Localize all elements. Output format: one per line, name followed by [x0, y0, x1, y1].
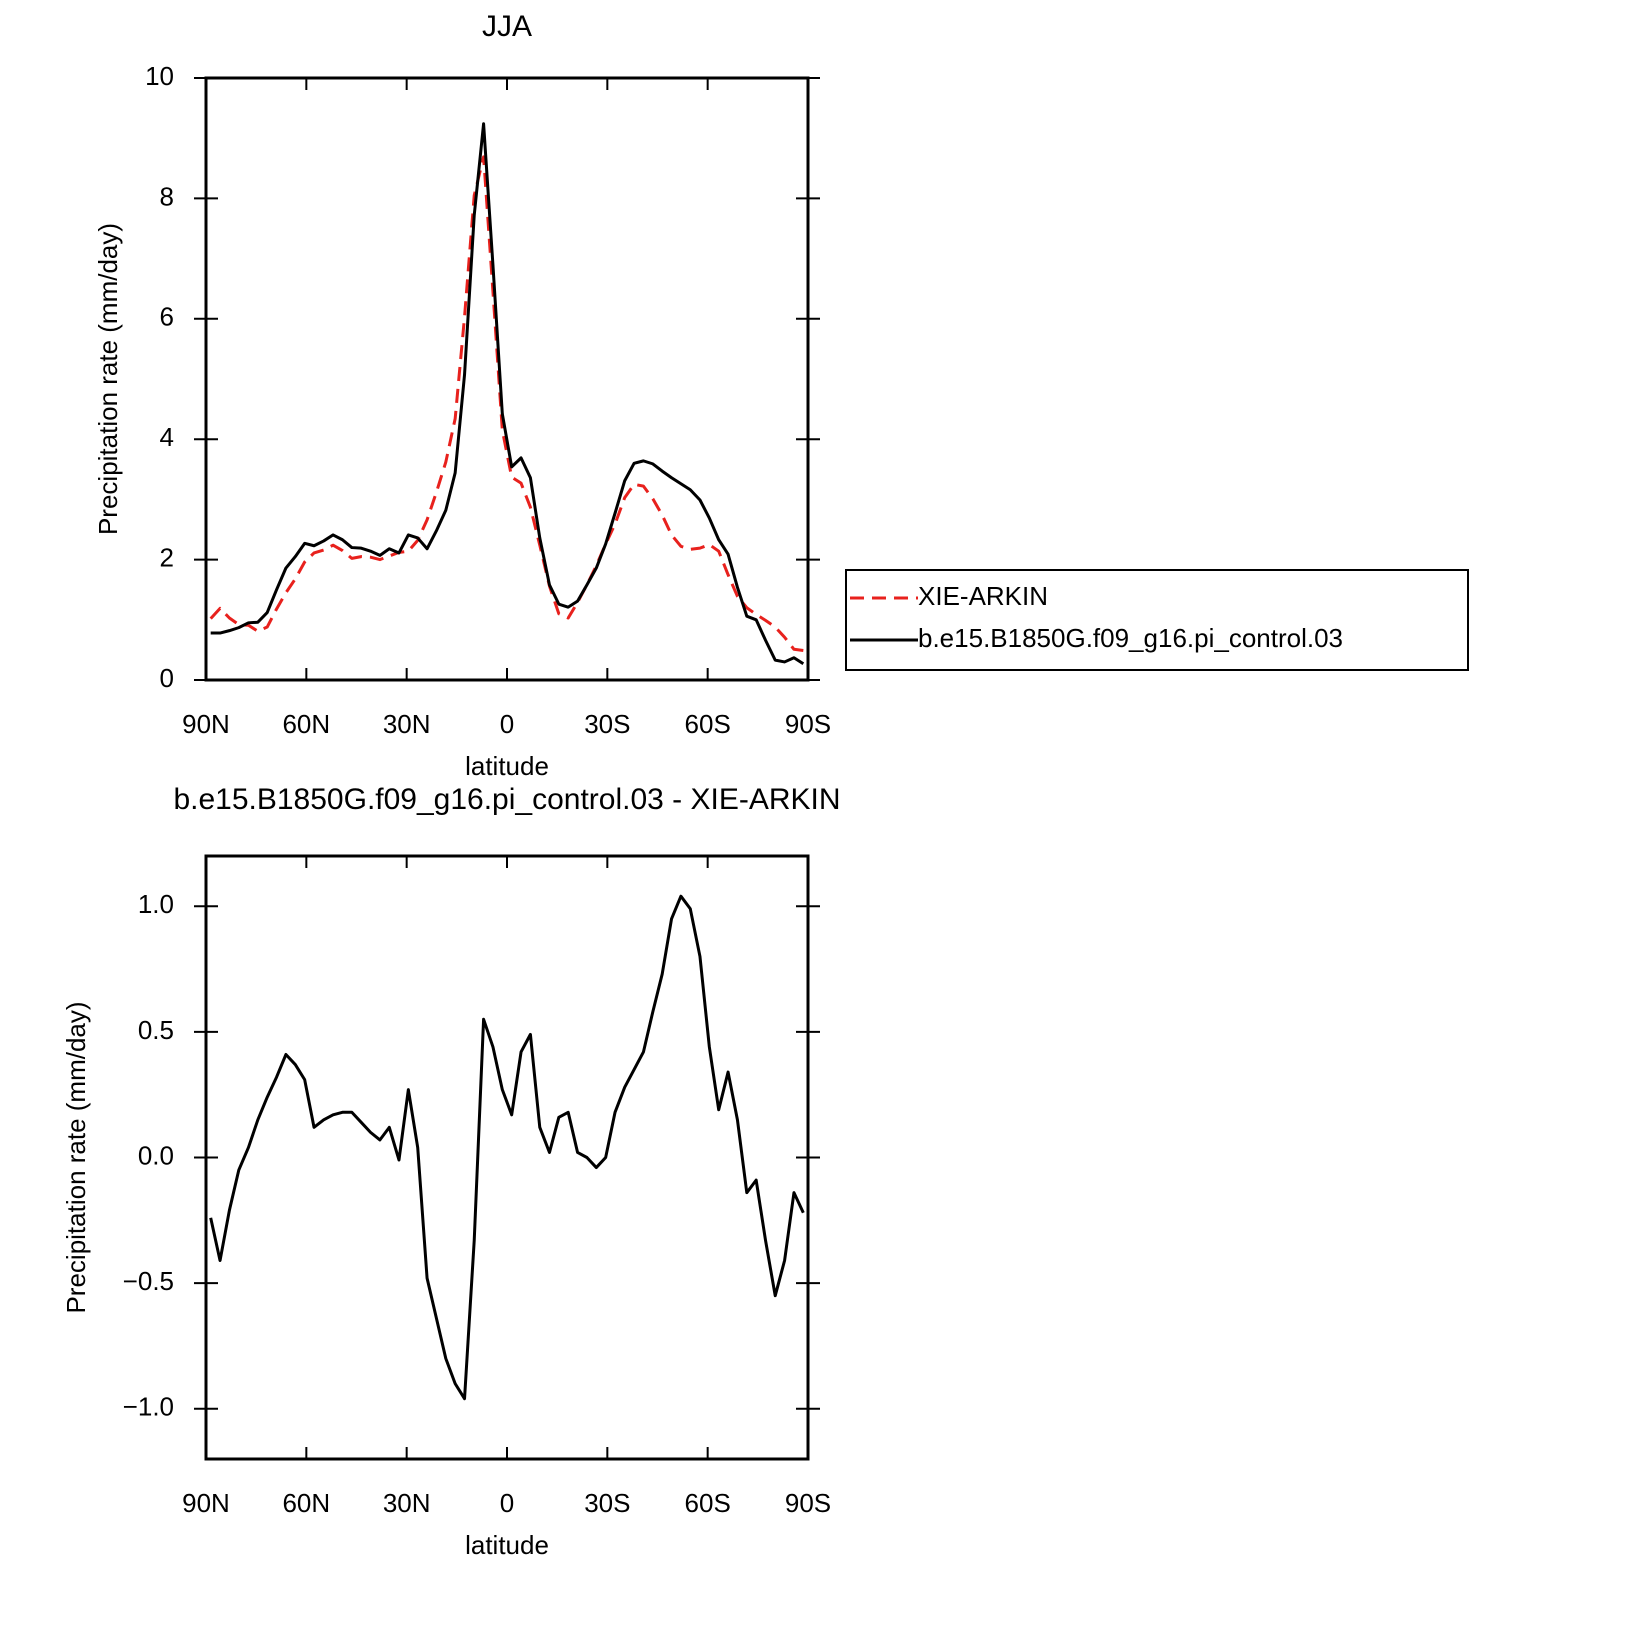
y-tick-label: 0.0	[138, 1140, 174, 1170]
chart-title: JJA	[482, 10, 532, 43]
y-tick-label: 6	[160, 302, 174, 332]
x-tick-label: 30S	[584, 709, 630, 739]
y-tick-label: −0.5	[123, 1266, 174, 1296]
y-tick-label: 10	[145, 61, 174, 91]
y-tick-label: 1.0	[138, 889, 174, 919]
y-axis-label: Precipitation rate (mm/day)	[61, 1001, 91, 1313]
y-tick-label: 0.5	[138, 1015, 174, 1045]
x-tick-label: 30N	[383, 1488, 431, 1518]
x-tick-label: 60S	[685, 709, 731, 739]
legend-box	[845, 569, 1469, 671]
y-tick-label: 4	[160, 422, 174, 452]
x-tick-label: 60S	[685, 1488, 731, 1518]
y-tick-label: 2	[160, 542, 174, 572]
y-tick-label: −1.0	[123, 1392, 174, 1422]
x-tick-label: 90S	[785, 709, 831, 739]
x-tick-label: 90N	[182, 709, 230, 739]
data-line	[210, 122, 805, 666]
data-line	[209, 155, 804, 652]
y-tick-label: 8	[160, 181, 174, 211]
x-tick-label: 90N	[182, 1488, 230, 1518]
plot-frame	[204, 76, 810, 682]
data-line	[209, 894, 805, 1401]
plot-frame	[204, 854, 810, 1461]
x-tick-label: 30N	[383, 709, 431, 739]
x-axis-label: latitude	[465, 751, 549, 781]
legend-label: b.e15.B1850G.f09_g16.pi_control.03	[918, 623, 1343, 653]
x-tick-label: 30S	[584, 1488, 630, 1518]
x-tick-label: 0	[500, 709, 514, 739]
x-tick-label: 0	[500, 1488, 514, 1518]
chart-title: b.e15.B1850G.f09_g16.pi_control.03 - XIE…	[173, 783, 840, 816]
x-tick-label: 60N	[282, 709, 330, 739]
x-axis-label: latitude	[465, 1530, 549, 1560]
y-axis-label: Precipitation rate (mm/day)	[93, 223, 123, 535]
x-tick-label: 60N	[282, 1488, 330, 1518]
x-tick-label: 90S	[785, 1488, 831, 1518]
y-tick-label: 0	[160, 663, 174, 693]
legend-label: XIE-ARKIN	[918, 581, 1048, 611]
